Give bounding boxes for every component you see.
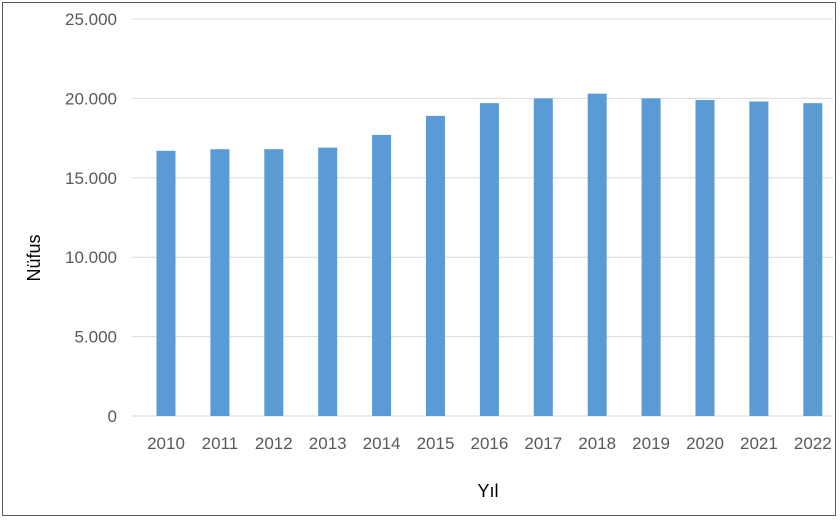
x-tick-label: 2014: [363, 434, 401, 453]
bar-2019: [641, 98, 661, 417]
x-tick-label: 2022: [794, 434, 832, 453]
y-tick-label: 0: [108, 407, 117, 426]
y-tick-label: 15.000: [65, 169, 117, 188]
x-tick-label: 2011: [202, 434, 239, 453]
gridlines: [132, 18, 833, 417]
bars: [156, 93, 823, 417]
y-tick-label: 10.000: [65, 248, 117, 267]
x-tick-label: 2010: [147, 434, 185, 453]
x-tick-label: 2015: [417, 434, 455, 453]
x-tick-label: 2019: [632, 434, 670, 453]
bar-2020: [695, 99, 715, 416]
y-tick-label: 5.000: [74, 328, 117, 347]
x-tick-label: 2018: [578, 434, 616, 453]
bar-2013: [318, 147, 338, 417]
bar-2012: [264, 149, 284, 416]
x-axis-tick-labels: 2010 2011 2012 2013 2014 2015 2016 2017 2018 2019…: [147, 434, 832, 453]
bar-2011: [210, 149, 230, 416]
x-tick-label: 2017: [524, 434, 562, 453]
x-tick-label: 2013: [309, 434, 347, 453]
x-tick-label: 2021: [740, 434, 778, 453]
y-axis-tick-labels: 0 5.000 10.000 15.000 20.000 25.000: [65, 10, 117, 426]
bar-2021: [749, 101, 769, 417]
y-axis-title: Nüfus: [24, 234, 44, 281]
bar-2022: [803, 103, 823, 416]
x-tick-label: 2016: [470, 434, 508, 453]
bar-2015: [426, 115, 445, 417]
y-tick-label: 25.000: [65, 10, 117, 29]
bar-2018: [587, 93, 607, 417]
bar-2014: [372, 134, 392, 416]
x-tick-label: 2020: [686, 434, 724, 453]
bar-2010: [156, 150, 176, 416]
x-axis-title: Yıl: [477, 481, 498, 501]
bar-2016: [479, 103, 499, 416]
bar-2017: [533, 98, 553, 417]
x-tick-label: 2012: [255, 434, 293, 453]
y-tick-label: 20.000: [65, 89, 117, 108]
